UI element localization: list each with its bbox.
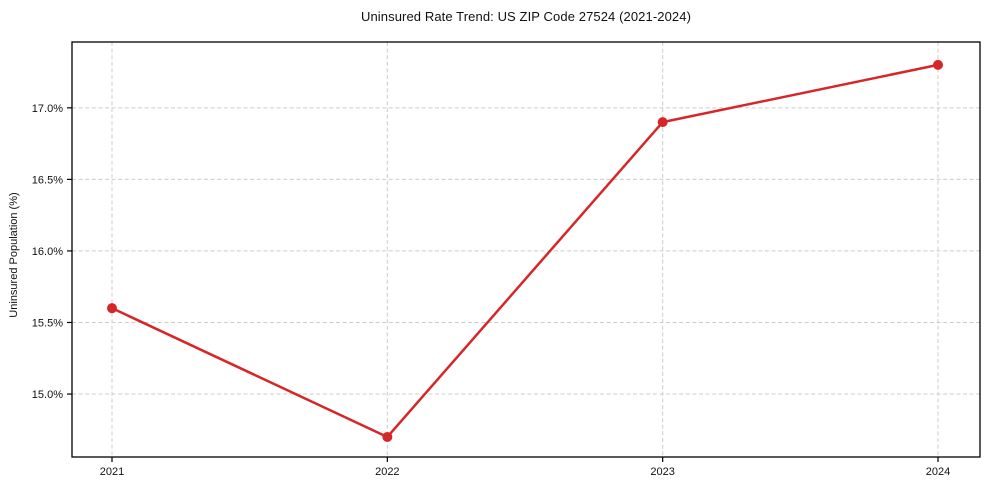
plot-background — [72, 42, 980, 457]
data-point — [107, 303, 117, 314]
plot-border — [71, 41, 981, 458]
y-tick-label: 15.0% — [32, 389, 63, 401]
chart-title: Uninsured Rate Trend: US ZIP Code 27524 … — [360, 9, 692, 24]
y-tick-label: 16.5% — [32, 174, 63, 186]
trend-line — [110, 63, 940, 439]
x-tick-label: 2022 — [375, 466, 399, 478]
x-tick-label: 2021 — [100, 466, 124, 478]
x-tick-label: 2023 — [650, 466, 674, 478]
y-tick-label: 17.0% — [32, 103, 63, 115]
data-point — [382, 431, 393, 442]
x-tick-label: 2024 — [926, 466, 950, 478]
y-tick-label: 15.5% — [32, 317, 63, 329]
data-point — [933, 59, 943, 70]
y-tick-label: 16.0% — [32, 246, 63, 258]
data-point — [657, 117, 668, 128]
